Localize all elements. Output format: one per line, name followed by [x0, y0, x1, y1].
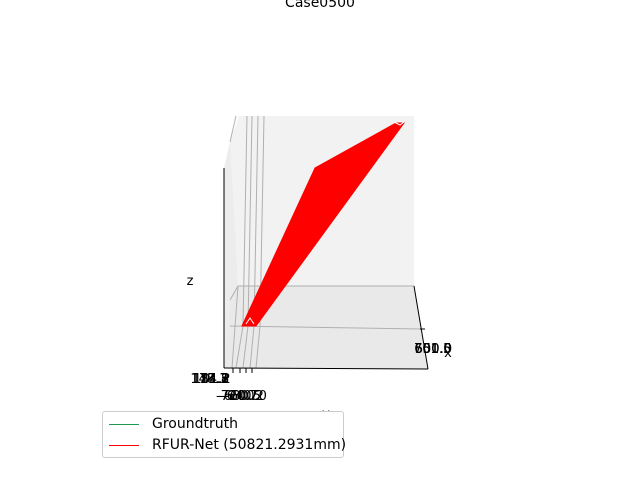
z-tick-label: 124.8 — [192, 372, 229, 387]
z-tick-label: 101.2 — [193, 372, 230, 387]
z-tick-label: 77.7 — [199, 372, 228, 387]
series-rfur-net-outline — [245, 317, 255, 325]
x-tick-label: 600.5 — [415, 342, 452, 357]
series-rfur-net — [241, 122, 405, 327]
legend-item-groundtruth: Groundtruth — [109, 414, 238, 434]
legend-item-rfur-net: RFUR-Net (50821.2931mm) — [109, 435, 346, 455]
legend-label-groundtruth: Groundtruth — [152, 416, 238, 432]
y-tick-labels: -600.0-640.2-680.5-720.7 — [216, 389, 267, 404]
x-tick-label: 701.5 — [414, 342, 451, 357]
axis-lines — [223, 168, 429, 370]
left-pane — [224, 142, 238, 368]
x-axis-label: x — [444, 346, 452, 361]
axis-ticks — [232, 328, 425, 373]
legend: Groundtruth RFUR-Net (50821.2931mm) — [102, 411, 346, 458]
series-rfur-net-top — [393, 121, 405, 126]
legend-swatch-groundtruth — [109, 423, 139, 425]
y-tick-label: -680.5 — [219, 389, 261, 404]
z-axis-label: z — [187, 274, 194, 289]
chart-title: Case0500 — [285, 0, 355, 11]
z-tick-label: 148.3 — [190, 372, 227, 387]
y-tick-label: -720.7 — [216, 389, 258, 404]
x-tick-label: 550.0 — [415, 342, 452, 357]
y-tick-label: -640.2 — [222, 389, 264, 404]
y-tick-label: -600.0 — [225, 389, 267, 404]
legend-label-rfur-net: RFUR-Net (50821.2931mm) — [152, 437, 347, 453]
z-tick-label: 54.2 — [201, 372, 230, 387]
x-tick-label: 651.0 — [414, 342, 451, 357]
legend-swatch-rfur-net — [109, 444, 139, 446]
